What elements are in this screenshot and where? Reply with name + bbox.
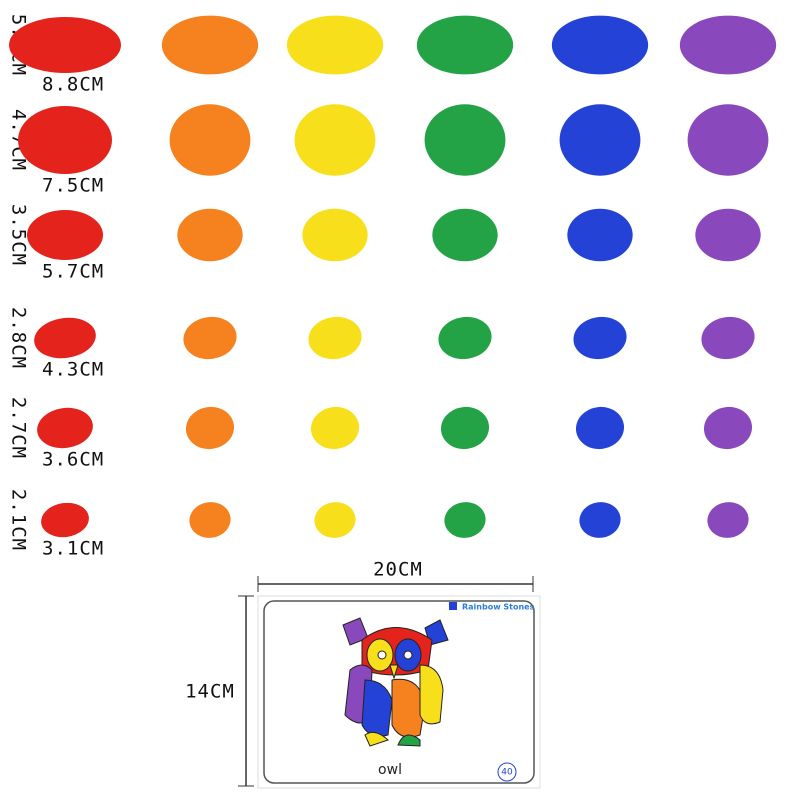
stone <box>286 15 384 75</box>
stone <box>573 316 627 360</box>
card-number: 40 <box>501 768 513 778</box>
stone <box>308 316 362 360</box>
stone-width-label: 3.1CM <box>42 538 104 560</box>
stone-width-label: 8.8CM <box>42 74 104 96</box>
stone <box>551 15 649 75</box>
stone-height-label: 3.5CM <box>8 204 30 266</box>
stone-height-label: 2.1CM <box>8 489 30 551</box>
stone <box>701 316 755 360</box>
stone <box>416 15 514 75</box>
stone <box>169 104 251 176</box>
stone <box>579 502 621 538</box>
stone <box>34 317 96 359</box>
stone <box>567 208 633 262</box>
stone <box>9 17 121 73</box>
stone <box>302 208 368 262</box>
stone <box>695 208 761 262</box>
stone <box>314 502 356 538</box>
stone <box>424 104 506 176</box>
stone <box>444 502 486 538</box>
stone-width-label: 7.5CM <box>42 175 104 197</box>
stone-width-label: 5.7CM <box>42 261 104 283</box>
stone <box>703 406 753 450</box>
number-badge <box>497 762 517 782</box>
stone <box>189 502 231 538</box>
stone-height-label: 2.7CM <box>8 397 30 459</box>
stone <box>310 406 360 450</box>
brand-logo <box>449 602 457 610</box>
stone <box>707 502 749 538</box>
card-border <box>263 600 535 784</box>
stone <box>18 106 112 174</box>
card-height-label: 14CM <box>185 681 235 703</box>
stone <box>183 316 237 360</box>
stone-width-label: 4.3CM <box>42 359 104 381</box>
stone-grid: 5.3CM8.8CM4.7CM7.5CM3.5CM5.7CM2.8CM4.3CM… <box>8 14 777 560</box>
card-caption: owl <box>378 762 402 778</box>
brand: Rainbow Stones <box>462 603 535 612</box>
stone-width-label: 3.6CM <box>42 449 104 471</box>
stone <box>27 210 103 260</box>
stone <box>687 104 769 176</box>
stone <box>294 104 376 176</box>
stone-height-label: 2.8CM <box>8 307 30 369</box>
stone <box>177 208 243 262</box>
stone <box>185 406 235 450</box>
stone <box>438 316 492 360</box>
stone <box>161 15 259 75</box>
stone <box>679 15 777 75</box>
stone <box>440 406 490 450</box>
stone <box>37 407 93 449</box>
owl-picture <box>342 617 449 747</box>
stone <box>575 406 625 450</box>
stone <box>41 502 89 538</box>
stone <box>559 104 641 176</box>
stone <box>432 208 498 262</box>
card-width-label: 20CM <box>373 559 423 581</box>
